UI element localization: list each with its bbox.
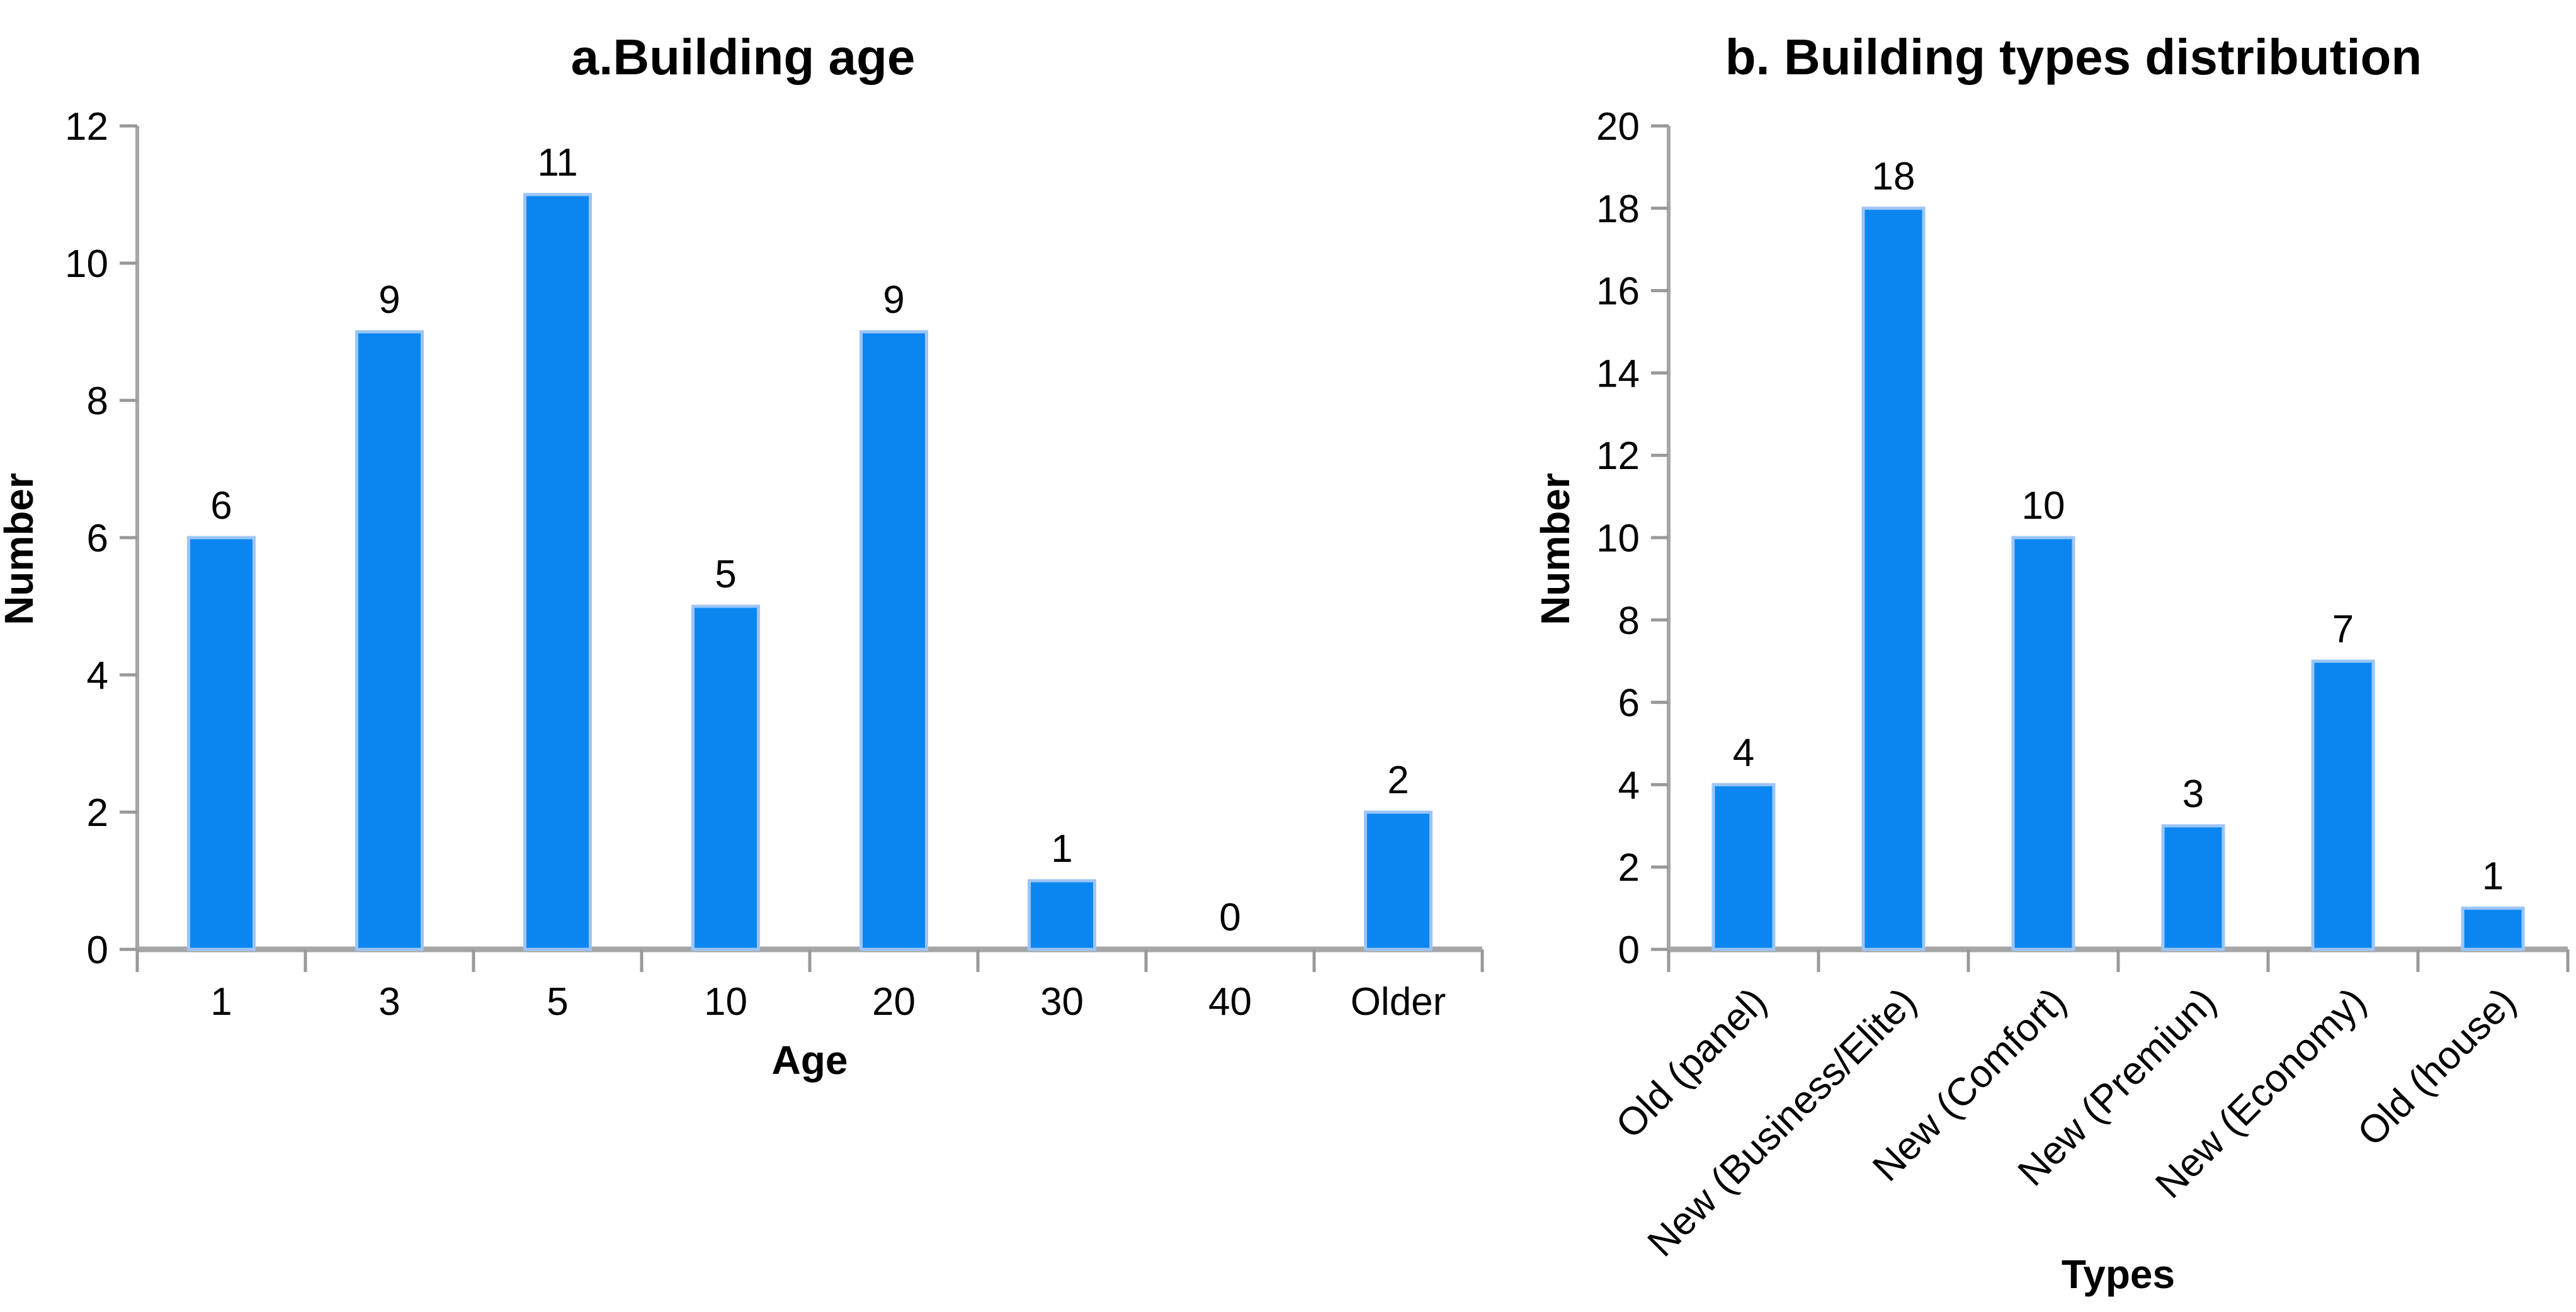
x-category-label: New (Business/Elite)	[1640, 980, 1925, 1265]
chart-a-y-axis-title: Number	[0, 473, 42, 625]
y-tick-label: 6	[87, 517, 108, 560]
y-tick-label: 2	[87, 791, 108, 835]
bar	[187, 536, 256, 951]
x-category-label: 30	[1040, 980, 1084, 1024]
bar-value-label: 9	[883, 278, 904, 322]
bar	[1861, 206, 1926, 951]
bar-value-label: 9	[378, 278, 400, 322]
bar	[691, 604, 760, 951]
x-category-label: 5	[547, 980, 568, 1024]
y-tick-label: 10	[1596, 517, 1640, 560]
x-category-label: 40	[1208, 980, 1252, 1024]
x-category-label: Old (panel)	[1608, 980, 1775, 1147]
chart-b-x-axis-title: Types	[2062, 1252, 2175, 1297]
chart-building-age: a.Building age Number Age 02468101261931…	[0, 29, 1484, 1083]
chart-building-types: b. Building types distribution Number Ty…	[1533, 29, 2570, 1297]
bar-value-label: 7	[2332, 608, 2354, 651]
bar	[355, 330, 424, 951]
y-tick-label: 18	[1596, 188, 1640, 231]
bar	[1711, 783, 1776, 951]
y-tick-label: 10	[65, 242, 108, 286]
bar-value-label: 5	[715, 553, 736, 596]
y-tick-label: 6	[1618, 682, 1640, 725]
bar-value-label: 0	[1219, 896, 1240, 939]
bar-value-label: 2	[1387, 759, 1409, 802]
chart-a-plot: 0 2 4 6 8 10 12 6 1 9 3 11 5 5 10 9 20 1 30 0 40 2 Older	[65, 105, 1484, 1024]
y-tick-label: 14	[1596, 352, 1640, 395]
chart-a-x-axis-title: Age	[772, 1038, 848, 1083]
bar-value-label: 4	[1733, 731, 1754, 774]
y-tick-label: 4	[87, 654, 108, 698]
bar	[1028, 879, 1096, 951]
x-category-label: 20	[872, 980, 916, 1024]
chart-b-y-axis-title: Number	[1533, 473, 1578, 625]
bar	[2311, 659, 2375, 951]
y-tick-label: 8	[1618, 599, 1640, 643]
bar-value-label: 1	[1051, 827, 1072, 871]
bar-value-label: 18	[1872, 155, 1915, 198]
chart-b-plot: 0 2 4 6 8 10 12 14 16 18 20 4 Old (panel) 18 New (Busi…	[1596, 105, 2570, 1265]
y-tick-label: 8	[87, 380, 108, 423]
chart-b-title: b. Building types distribution	[1725, 29, 2422, 85]
y-tick-label: 12	[1596, 434, 1640, 478]
bar	[1364, 810, 1433, 951]
y-tick-label: 2	[1618, 846, 1640, 890]
bar-value-label: 10	[2022, 484, 2065, 528]
y-tick-label: 0	[87, 929, 108, 972]
x-category-label: 1	[210, 980, 232, 1024]
bar-value-label: 1	[2482, 855, 2504, 898]
y-tick-label: 0	[1618, 929, 1640, 972]
y-tick-label: 16	[1596, 270, 1640, 314]
bar	[2161, 824, 2225, 951]
x-category-label: Old (house)	[2349, 980, 2524, 1155]
bar	[2461, 907, 2525, 951]
bar-value-label: 6	[210, 484, 232, 528]
chart-a-title: a.Building age	[571, 29, 916, 85]
bar	[523, 193, 592, 951]
bar-value-label: 3	[2182, 772, 2204, 816]
bar	[2011, 536, 2075, 951]
y-tick-label: 4	[1618, 764, 1640, 807]
bar-value-label: 11	[537, 141, 577, 184]
y-tick-label: 12	[65, 105, 108, 149]
x-category-label: 10	[704, 980, 747, 1024]
x-category-label: Older	[1351, 980, 1446, 1024]
y-tick-label: 20	[1596, 105, 1640, 149]
x-category-label: 3	[378, 980, 400, 1024]
bar	[860, 330, 928, 951]
